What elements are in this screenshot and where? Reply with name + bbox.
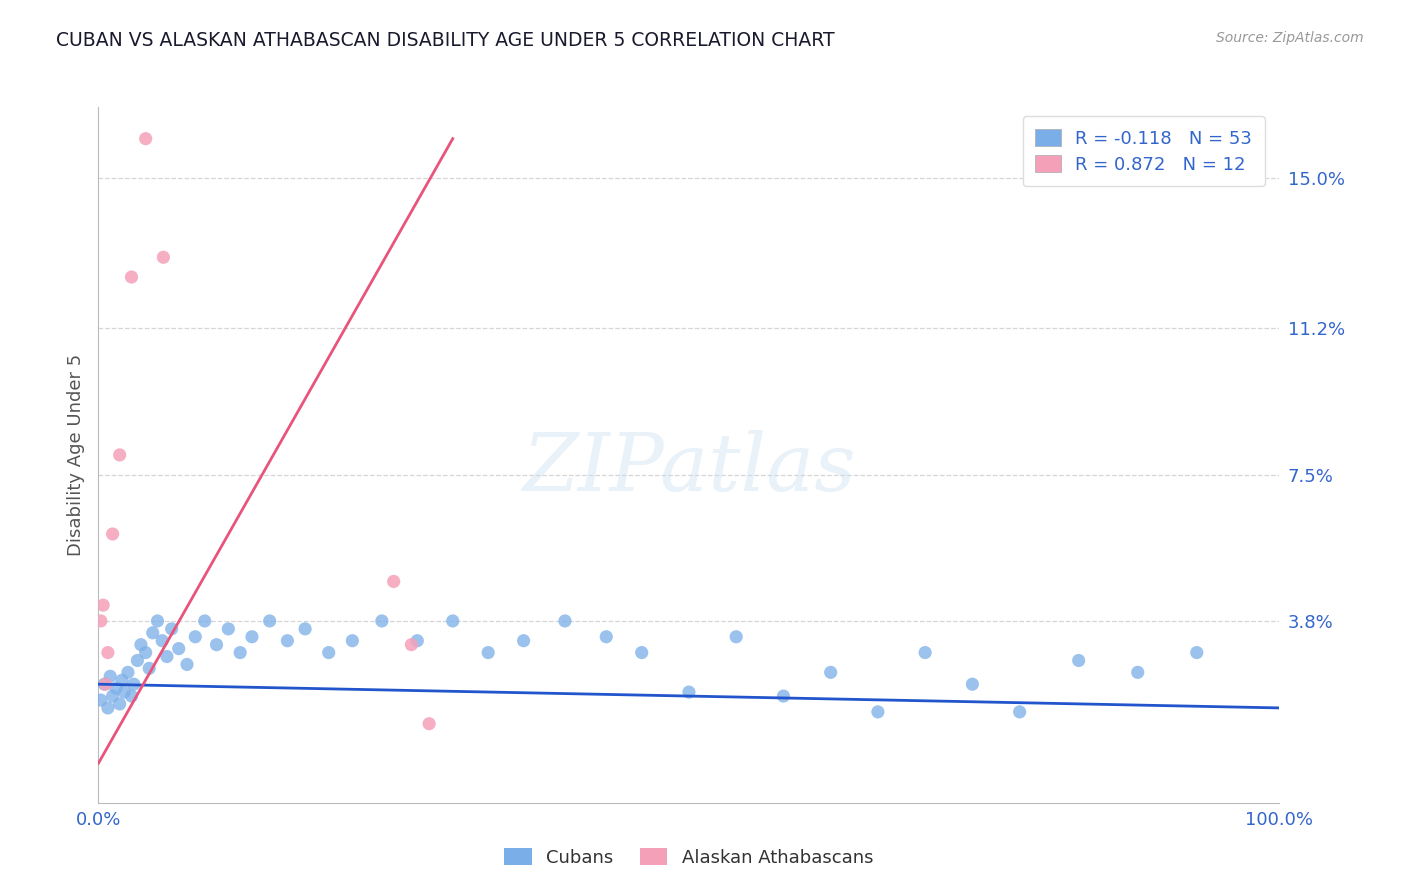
Point xyxy=(441,614,464,628)
Point xyxy=(121,689,143,703)
Point xyxy=(135,646,157,660)
Y-axis label: Disability Age Under 5: Disability Age Under 5 xyxy=(66,354,84,556)
Point xyxy=(105,681,128,695)
Point xyxy=(90,693,112,707)
Point xyxy=(962,677,984,691)
Point xyxy=(418,716,440,731)
Point xyxy=(112,685,135,699)
Text: Source: ZipAtlas.com: Source: ZipAtlas.com xyxy=(1216,31,1364,45)
Point xyxy=(138,661,160,675)
Point xyxy=(94,677,117,691)
Point xyxy=(477,646,499,660)
Point xyxy=(184,630,207,644)
Point xyxy=(294,622,316,636)
Point xyxy=(129,638,152,652)
Point xyxy=(156,649,179,664)
Legend: Cubans, Alaskan Athabascans: Cubans, Alaskan Athabascans xyxy=(498,840,880,874)
Point xyxy=(91,598,114,612)
Point xyxy=(820,665,842,680)
Point xyxy=(1126,665,1149,680)
Point xyxy=(512,633,534,648)
Point xyxy=(229,646,252,660)
Point xyxy=(135,131,157,145)
Point xyxy=(101,689,124,703)
Point xyxy=(194,614,217,628)
Point xyxy=(259,614,281,628)
Point xyxy=(382,574,405,589)
Point xyxy=(146,614,169,628)
Point xyxy=(122,677,145,691)
Point xyxy=(108,697,131,711)
Point xyxy=(595,630,617,644)
Point xyxy=(108,448,131,462)
Point xyxy=(406,633,429,648)
Point xyxy=(176,657,198,672)
Point xyxy=(342,633,364,648)
Point xyxy=(678,685,700,699)
Point xyxy=(127,653,149,667)
Point xyxy=(117,665,139,680)
Point xyxy=(93,677,115,691)
Point xyxy=(101,527,124,541)
Point xyxy=(1067,653,1090,667)
Point xyxy=(160,622,183,636)
Point xyxy=(240,630,263,644)
Point xyxy=(97,701,120,715)
Point xyxy=(866,705,889,719)
Point xyxy=(121,270,143,285)
Point xyxy=(401,638,423,652)
Point xyxy=(167,641,190,656)
Point xyxy=(318,646,340,660)
Point xyxy=(772,689,794,703)
Point xyxy=(630,646,652,660)
Point xyxy=(554,614,576,628)
Point xyxy=(150,633,173,648)
Point xyxy=(1008,705,1031,719)
Point xyxy=(205,638,228,652)
Point xyxy=(152,250,174,264)
Point xyxy=(276,633,298,648)
Point xyxy=(371,614,394,628)
Point xyxy=(90,614,112,628)
Point xyxy=(217,622,239,636)
Point xyxy=(914,646,936,660)
Text: CUBAN VS ALASKAN ATHABASCAN DISABILITY AGE UNDER 5 CORRELATION CHART: CUBAN VS ALASKAN ATHABASCAN DISABILITY A… xyxy=(56,31,835,50)
Point xyxy=(725,630,748,644)
Point xyxy=(98,669,121,683)
Point xyxy=(97,646,120,660)
Point xyxy=(142,625,165,640)
Text: ZIPatlas: ZIPatlas xyxy=(522,430,856,508)
Point xyxy=(1185,646,1208,660)
Point xyxy=(111,673,134,688)
